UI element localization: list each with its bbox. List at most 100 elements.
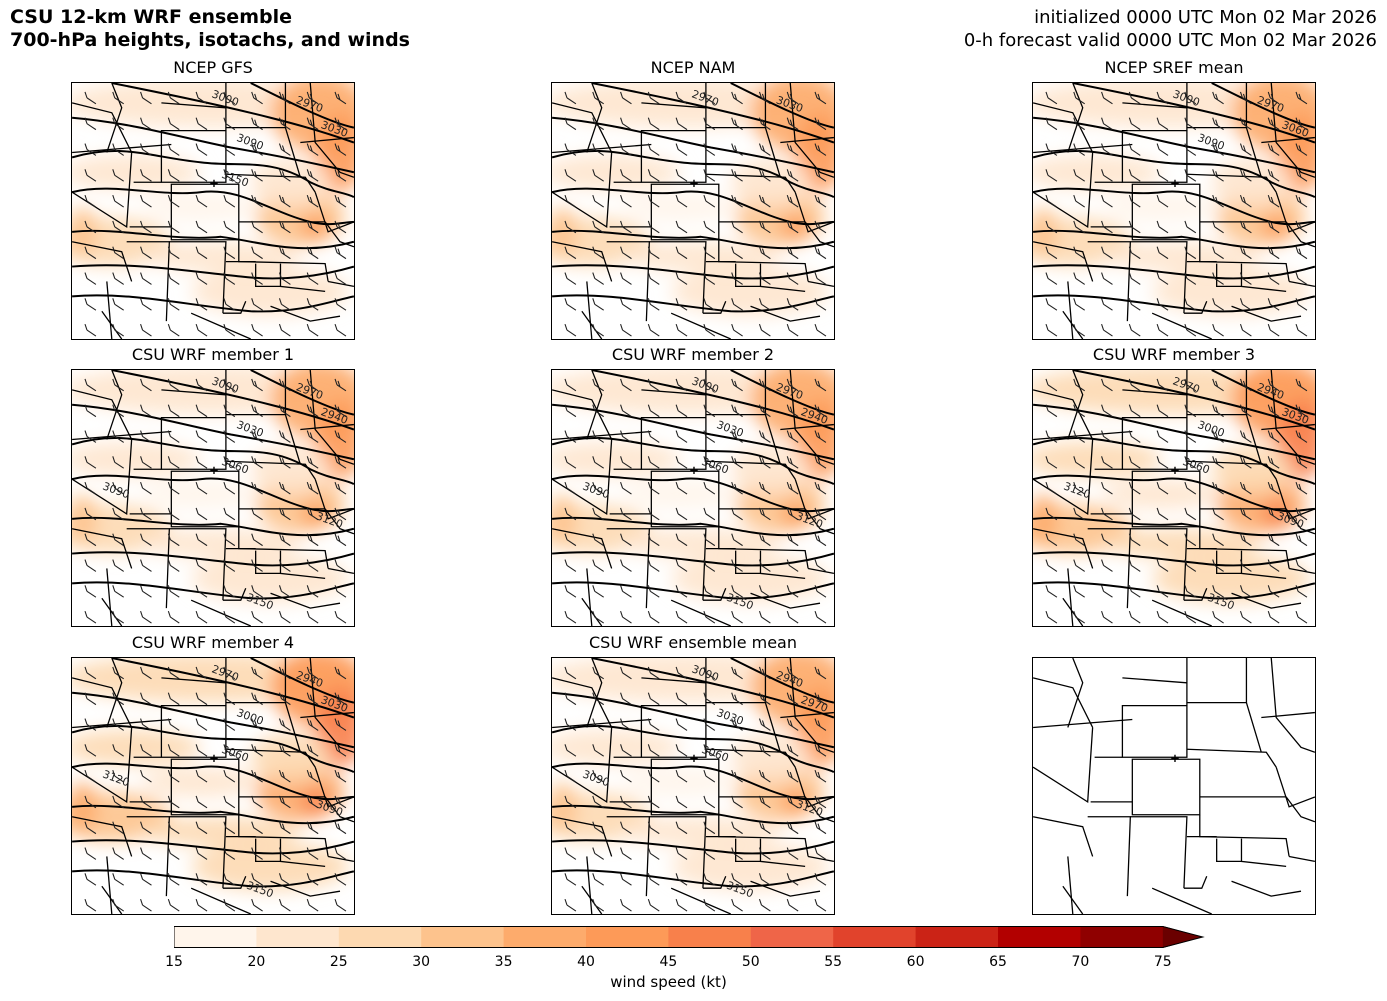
wind-barb — [675, 143, 688, 156]
height-contour — [72, 869, 354, 888]
wind-barb — [675, 795, 688, 809]
height-contour — [552, 551, 834, 567]
wind-barbs — [84, 91, 347, 337]
wind-barb — [675, 718, 688, 731]
wind-barb — [84, 873, 97, 886]
wind-barb — [758, 323, 771, 337]
wind-barb — [564, 692, 577, 706]
wind-barb — [223, 430, 236, 443]
wind-barb — [1212, 404, 1224, 418]
wind-barb — [814, 194, 827, 208]
state-border — [160, 416, 227, 470]
wind-barb — [306, 220, 319, 234]
state-border — [649, 241, 707, 314]
wind-barb — [112, 117, 125, 131]
wind-barb — [1212, 481, 1224, 495]
wind-barb — [306, 323, 319, 337]
wind-barb — [1156, 194, 1169, 208]
wind-barb — [564, 430, 577, 443]
wind-barb — [1212, 143, 1224, 156]
wind-barb — [112, 873, 125, 886]
wind-barb — [731, 298, 743, 311]
wind-barb — [140, 718, 152, 731]
wind-barb — [758, 533, 771, 547]
state-border — [1062, 310, 1084, 339]
wind-barb — [306, 795, 319, 809]
wind-barb — [647, 378, 660, 392]
wind-barb — [814, 507, 827, 521]
wind-barb — [167, 769, 180, 783]
wind-barb — [195, 456, 208, 469]
wind-barb — [814, 559, 827, 572]
state-border — [1270, 658, 1315, 753]
wind-barb — [84, 744, 97, 757]
wind-barb — [278, 744, 291, 757]
colorbar-segment — [586, 926, 669, 948]
isotach-shading — [72, 83, 354, 317]
wind-barb — [112, 898, 125, 912]
wind-barb — [1239, 456, 1252, 469]
wind-barb — [814, 769, 827, 783]
isotach-area — [250, 732, 331, 783]
wind-barb — [251, 456, 263, 469]
state-border — [161, 677, 226, 684]
isotach-area — [730, 157, 811, 208]
wind-barb — [592, 718, 605, 731]
wind-barb — [703, 378, 716, 392]
wind-barb — [592, 769, 605, 783]
wind-barb — [140, 769, 152, 783]
wind-barb — [195, 795, 208, 809]
wind-barb — [564, 481, 577, 495]
wind-barb — [84, 456, 97, 469]
wind-barb — [1267, 481, 1280, 495]
wind-barb — [1128, 430, 1141, 443]
wind-barb — [140, 533, 152, 547]
wind-barb — [814, 220, 827, 234]
wind-barb — [334, 323, 347, 337]
height-contour — [552, 294, 834, 313]
isotach-area — [72, 441, 202, 478]
isotach-area — [72, 729, 202, 766]
state-border — [702, 876, 727, 889]
wind-barb — [251, 430, 263, 443]
state-border — [324, 796, 354, 823]
state-border — [702, 588, 727, 601]
state-border — [1067, 856, 1074, 914]
wind-barb — [84, 821, 97, 835]
wind-barb — [1184, 143, 1197, 156]
panel-title: NCEP SREF mean — [1104, 58, 1244, 77]
wind-barb — [1128, 507, 1141, 521]
height-contour — [1033, 187, 1315, 226]
wind-barb — [703, 847, 716, 860]
height-contour — [552, 116, 834, 174]
wind-barb — [334, 481, 347, 495]
wind-barb — [1101, 194, 1113, 208]
wind-barb — [1128, 610, 1141, 624]
wind-barb — [334, 507, 347, 521]
wind-barb — [814, 821, 827, 835]
wind-barb — [1045, 323, 1058, 337]
colorbar-segment — [998, 926, 1081, 948]
state-border — [1231, 880, 1302, 897]
wind-barb — [703, 769, 716, 783]
state-border — [552, 102, 613, 153]
wind-barb — [592, 533, 605, 547]
wind-barb — [306, 430, 319, 443]
state-border — [324, 508, 354, 535]
wind-barb — [620, 456, 632, 469]
wind-barb — [1128, 378, 1141, 392]
forecast-time: initialized 0000 UTC Mon 02 Mar 2026 0-h… — [964, 6, 1377, 52]
contour-label: 3120 — [1062, 480, 1093, 502]
wind-barb — [1128, 220, 1141, 234]
wind-barb — [251, 744, 263, 757]
wind-barb — [731, 692, 743, 706]
wind-barb — [84, 769, 97, 783]
wind-barb — [620, 718, 632, 731]
colorbar-tick-label: 25 — [329, 954, 348, 970]
wind-barb — [1212, 610, 1224, 624]
wind-barb — [223, 507, 236, 521]
wind-barb — [278, 456, 291, 469]
wind-barb — [814, 873, 827, 886]
wind-barb — [592, 847, 605, 860]
isotach-area — [621, 241, 781, 272]
